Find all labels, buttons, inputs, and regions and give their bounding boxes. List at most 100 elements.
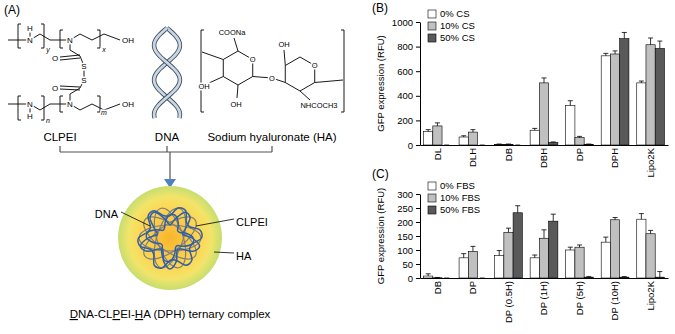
tick: DP (1H) (538, 281, 549, 315)
tick-mark (416, 264, 420, 265)
tick: DP (0.5H) (503, 281, 514, 323)
tick: DBH (538, 148, 549, 168)
bond (209, 77, 223, 84)
error-bar (568, 101, 573, 106)
ternary-complex (118, 186, 222, 290)
error-bar (532, 255, 537, 258)
error-bar (586, 276, 591, 278)
bar (610, 54, 619, 145)
legend-swatch (428, 22, 436, 30)
bar (459, 258, 468, 278)
error-bar (648, 230, 653, 233)
component-label: CLPEI (43, 131, 76, 143)
caption-part: A (DPH) ternary complex (143, 308, 270, 320)
error-bar (551, 141, 556, 143)
legend-label: 0% CS (440, 8, 470, 19)
error-bar (435, 123, 440, 126)
atom-label: O (250, 55, 256, 64)
tick-label: DLH (467, 148, 478, 167)
tick: DL (432, 148, 443, 160)
error-bar (435, 277, 440, 278)
caption-part: NA-CL (78, 308, 113, 320)
bar (478, 145, 487, 146)
bar (504, 232, 513, 278)
error-bar (461, 254, 466, 258)
atom-label: O (312, 61, 318, 70)
bar (530, 258, 539, 278)
helix-strand-outline (154, 28, 180, 118)
bar (646, 45, 655, 145)
tick: DP (10H) (609, 281, 620, 320)
bond (70, 40, 84, 104)
tick-label: 200 (397, 217, 413, 228)
bar (584, 277, 593, 278)
tick: DP (574, 148, 585, 161)
helix-strand-outline (154, 28, 180, 118)
tick-label: 150 (397, 231, 413, 242)
error-bar (577, 136, 582, 137)
bar (478, 278, 487, 279)
tick-label: DP (574, 148, 585, 161)
legend-label: 10% FBS (440, 192, 480, 203)
atom-label: N (67, 100, 73, 109)
atom-label: S (81, 76, 86, 85)
ring (285, 57, 314, 91)
tick: 0 (408, 273, 420, 284)
atom-label: H (27, 24, 33, 33)
tick: 400 (397, 90, 420, 101)
complex-label: DNA (95, 208, 119, 220)
error-bar (648, 38, 653, 45)
atom-label: OH (122, 100, 134, 109)
tick: 600 (397, 66, 420, 77)
error-bar (542, 230, 547, 238)
legend-label: 50% FBS (440, 204, 480, 215)
tick-label: Lipo2K (645, 280, 656, 310)
tick-mark (416, 222, 420, 223)
bar (637, 83, 646, 145)
legend-swatch (428, 194, 436, 202)
tick: DP (467, 281, 478, 294)
atom-label: OH (278, 40, 289, 49)
chart: 02004006008001000DLDLHDBDBHDPDPHLipo2KGF… (372, 1, 669, 178)
tick: 0 (408, 140, 420, 151)
bar (566, 106, 575, 145)
atom-label: OH (230, 100, 241, 109)
bar (424, 131, 433, 145)
tick-label: 600 (397, 66, 413, 77)
caption-part: D (70, 308, 78, 320)
bar (513, 145, 522, 146)
bar (646, 234, 655, 278)
error-bar (639, 81, 644, 83)
tick-label: DP (467, 281, 478, 294)
atom-label: O (52, 54, 58, 63)
bar (575, 138, 584, 145)
error-bar (586, 144, 591, 145)
atom-label: m (101, 109, 107, 116)
atom-label: N (27, 36, 33, 45)
bar (620, 39, 629, 145)
tick-label: 400 (397, 90, 413, 101)
tick-label: DP (10H) (609, 281, 620, 320)
tick: 800 (397, 41, 420, 52)
axis-line (421, 278, 669, 279)
atom-label: OH (198, 82, 209, 91)
plot-area (424, 32, 665, 145)
tick-label: 50 (402, 259, 413, 270)
component-label: Sodium hyaluronate (HA) (207, 131, 336, 143)
complex-label: CLPEI (236, 216, 268, 228)
leader-line (214, 252, 234, 253)
tick-mark (416, 96, 420, 97)
error-bar (657, 41, 662, 48)
bar (655, 48, 664, 145)
bar (530, 130, 539, 145)
dna-strand (138, 208, 202, 268)
atom-label: NHCOCH3 (300, 101, 337, 110)
error-bar (568, 247, 573, 250)
caption: DNA-CLPEI-HA (DPH) ternary complex (70, 308, 271, 320)
ha-shell (118, 186, 222, 290)
x-axis: DBDPDP (0.5H)DP (1H)DP (5H)DP (10H)Lipo2… (421, 279, 669, 324)
legend-swatch (428, 206, 436, 214)
caption-part: EI- (120, 308, 135, 320)
bond (202, 52, 223, 60)
bar (539, 83, 548, 145)
